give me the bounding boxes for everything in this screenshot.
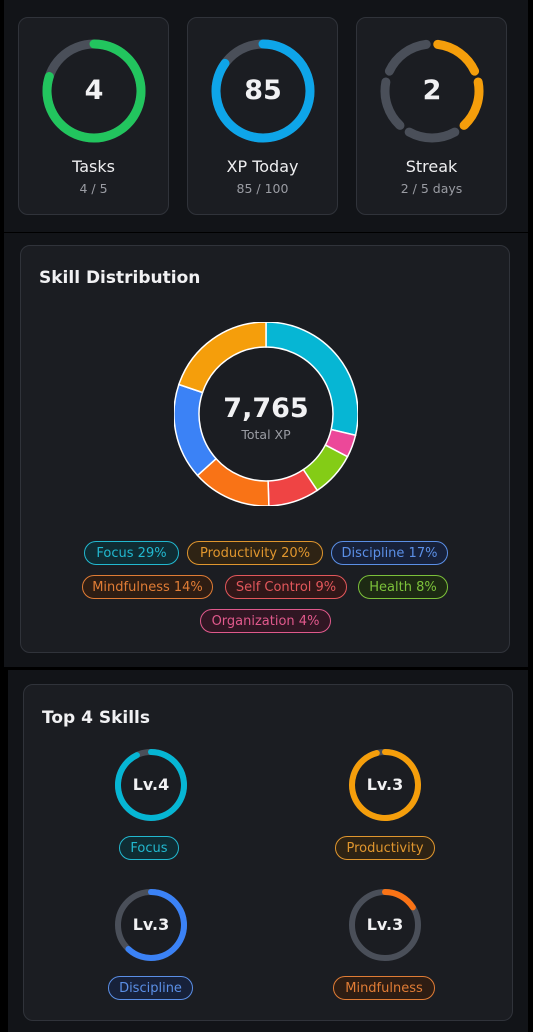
legend-pill[interactable]: Mindfulness 14% <box>82 575 213 599</box>
skill-level: Lv.4 <box>132 775 170 794</box>
top-skills-panel: Top 4 Skills Lv.4 Focus Lv.3 Productivity Lv… <box>8 670 528 1032</box>
streak-ring-segment <box>384 39 431 76</box>
ring-progress-arc <box>211 39 315 143</box>
skill-level: Lv.3 <box>366 915 404 934</box>
top-skills-title: Top 4 Skills <box>42 708 151 728</box>
tasks-value: 4 <box>84 75 104 106</box>
donut-center: 7,765 Total XP <box>174 393 358 443</box>
total-xp-label: Total XP <box>241 427 291 442</box>
xp-count: 85 / 100 <box>236 181 289 196</box>
stat-card-streak[interactable]: 2 Streak 2 / 5 days <box>356 17 507 215</box>
skill-level-ring[interactable]: Lv.3 <box>113 887 189 963</box>
legend-pill[interactable]: Health 8% <box>358 575 448 599</box>
stat-card-xp-today[interactable]: 85 XP Today 85 / 100 <box>187 17 338 215</box>
streak-ring-segment <box>433 39 480 76</box>
skill-ring-svg <box>349 749 422 821</box>
tasks-progress-ring: 4 <box>37 34 151 148</box>
stats-panel: 4 Tasks 4 / 5 85 XP Today 85 / 100 2 Str… <box>4 0 528 232</box>
skill-ring-svg <box>115 749 187 821</box>
streak-progress-ring: 2 <box>375 34 489 148</box>
skill-distribution-card: Skill Distribution 7,765 Total XP Focus … <box>20 245 510 653</box>
donut-slice-productivity[interactable] <box>177 321 267 394</box>
ring-progress-arc <box>42 39 146 143</box>
skill-name-badge[interactable]: Discipline <box>108 976 193 1000</box>
legend-pill[interactable]: Focus 29% <box>84 541 179 565</box>
streak-ring-segment <box>380 77 405 130</box>
skill-distribution-panel: Skill Distribution 7,765 Total XP Focus … <box>4 233 528 667</box>
skill-donut-chart: 7,765 Total XP <box>173 321 359 507</box>
skill-level-ring[interactable]: Lv.4 <box>113 747 189 823</box>
legend-pill[interactable]: Self Control 9% <box>225 575 347 599</box>
skill-name-badge[interactable]: Productivity <box>335 836 435 860</box>
tasks-label: Tasks <box>72 157 115 176</box>
skill-ring-arc <box>382 889 416 911</box>
xp-value: 85 <box>244 75 282 106</box>
streak-count: 2 / 5 days <box>400 181 463 196</box>
stat-card-tasks[interactable]: 4 Tasks 4 / 5 <box>18 17 169 215</box>
legend-pill[interactable]: Productivity 20% <box>187 541 323 565</box>
skill-ring-svg <box>349 889 421 961</box>
xp-progress-ring: 85 <box>206 34 320 148</box>
skill-donut-svg <box>173 321 359 507</box>
skill-level: Lv.3 <box>366 775 404 794</box>
skill-name-badge[interactable]: Focus <box>119 836 179 860</box>
streak-ring-segment <box>459 77 484 130</box>
skill-distribution-title: Skill Distribution <box>39 268 201 288</box>
skill-level: Lv.3 <box>132 915 170 934</box>
legend-pill[interactable]: Organization 4% <box>200 609 331 633</box>
streak-label: Streak <box>405 157 458 176</box>
skill-ring-arc <box>349 749 422 821</box>
skill-ring-arc <box>125 889 187 961</box>
streak-value: 2 <box>422 75 442 106</box>
streak-ring-segment <box>404 127 460 143</box>
skill-level-ring[interactable]: Lv.3 <box>347 747 423 823</box>
xp-label: XP Today <box>226 157 299 176</box>
skill-ring-arc <box>115 749 187 821</box>
skill-name-badge[interactable]: Mindfulness <box>333 976 435 1000</box>
top-skills-card: Top 4 Skills Lv.4 Focus Lv.3 Productivity Lv… <box>23 684 513 1021</box>
skill-level-ring[interactable]: Lv.3 <box>347 887 423 963</box>
skill-ring-svg <box>115 889 187 961</box>
total-xp-value: 7,765 <box>223 393 309 424</box>
legend-pill[interactable]: Discipline 17% <box>331 541 448 565</box>
tasks-count: 4 / 5 <box>79 181 108 196</box>
